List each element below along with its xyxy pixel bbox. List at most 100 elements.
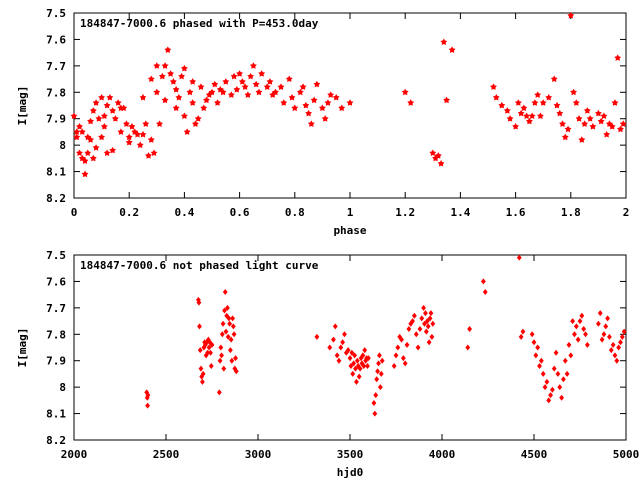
data-point: [218, 345, 223, 351]
data-point: [551, 75, 558, 82]
data-point: [583, 331, 588, 337]
data-point: [595, 110, 602, 117]
data-point: [250, 62, 257, 69]
data-point: [379, 371, 384, 377]
data-point: [126, 139, 133, 146]
data-point: [223, 289, 228, 295]
data-point: [71, 112, 78, 119]
data-point: [264, 83, 271, 90]
data-point: [550, 387, 555, 393]
data-point: [572, 331, 577, 337]
y-tick-label: 8: [59, 381, 66, 394]
data-point: [280, 99, 287, 106]
y-tick-label: 7.9: [46, 355, 66, 368]
data-point: [600, 337, 605, 343]
data-point: [203, 97, 210, 104]
data-point: [378, 384, 383, 390]
data-point: [233, 355, 238, 361]
data-point: [118, 128, 125, 135]
x-tick-label: 3500: [337, 448, 364, 461]
data-point: [231, 73, 238, 80]
data-point: [322, 115, 329, 122]
data-point: [95, 115, 102, 122]
data-point: [598, 118, 605, 125]
data-point: [517, 255, 522, 261]
data-point: [563, 358, 568, 364]
data-point: [101, 112, 108, 119]
data-point: [198, 347, 203, 353]
data-point: [581, 326, 586, 332]
data-point: [227, 321, 232, 327]
data-point: [556, 110, 563, 117]
x-tick-label: 4500: [521, 448, 548, 461]
data-point: [291, 105, 298, 112]
y-tick-label: 7.6: [46, 275, 66, 288]
data-point: [200, 105, 207, 112]
data-point: [228, 347, 233, 353]
data-point: [539, 358, 544, 364]
data-point: [242, 83, 249, 90]
data-point: [481, 278, 486, 284]
data-point: [467, 326, 472, 332]
data-point: [557, 384, 562, 390]
data-point: [200, 379, 205, 385]
data-point: [159, 73, 166, 80]
data-point: [576, 115, 583, 122]
data-point: [520, 105, 527, 112]
data-point: [314, 334, 319, 340]
data-point: [537, 363, 542, 369]
data-point: [98, 134, 105, 141]
data-point: [164, 46, 171, 53]
data-point: [340, 339, 345, 345]
data-point: [585, 342, 590, 348]
data-point: [197, 323, 202, 329]
data-point: [598, 310, 603, 316]
data-point: [170, 78, 177, 85]
data-point: [162, 62, 169, 69]
data-point: [148, 136, 155, 143]
data-point: [562, 134, 569, 141]
data-point: [211, 81, 218, 88]
x-tick-label: 0.4: [174, 206, 194, 219]
data-point: [331, 337, 336, 343]
data-point: [565, 126, 572, 133]
data-point: [151, 149, 158, 156]
y-tick-label: 8.1: [46, 408, 66, 421]
data-point: [327, 345, 332, 351]
data-point: [578, 136, 585, 143]
data-point: [175, 94, 182, 101]
data-point: [395, 345, 400, 351]
data-point: [319, 105, 326, 112]
data-point: [297, 89, 304, 96]
data-point: [101, 123, 108, 130]
data-point: [423, 310, 428, 316]
data-point: [104, 149, 111, 156]
data-point: [620, 334, 625, 340]
data-point: [93, 99, 100, 106]
data-point: [348, 355, 353, 361]
data-point: [228, 91, 235, 98]
data-point: [90, 155, 97, 162]
data-point: [354, 379, 359, 385]
data-point: [224, 329, 229, 335]
data-point: [178, 73, 185, 80]
x-tick-label: 2: [623, 206, 630, 219]
data-point: [559, 120, 566, 127]
data-point: [407, 99, 414, 106]
data-point: [221, 321, 226, 327]
data-point: [533, 352, 538, 358]
data-point: [405, 342, 410, 348]
data-point: [554, 350, 559, 356]
data-point: [618, 339, 623, 345]
y-axis-label: I[mag]: [16, 86, 29, 126]
data-point: [596, 321, 601, 327]
data-point: [559, 395, 564, 401]
data-point: [189, 99, 196, 106]
data-point: [607, 334, 612, 340]
data-point: [523, 112, 530, 119]
data-point: [153, 89, 160, 96]
data-point: [342, 331, 347, 337]
x-tick-label: 2000: [61, 448, 88, 461]
data-point: [579, 313, 584, 319]
